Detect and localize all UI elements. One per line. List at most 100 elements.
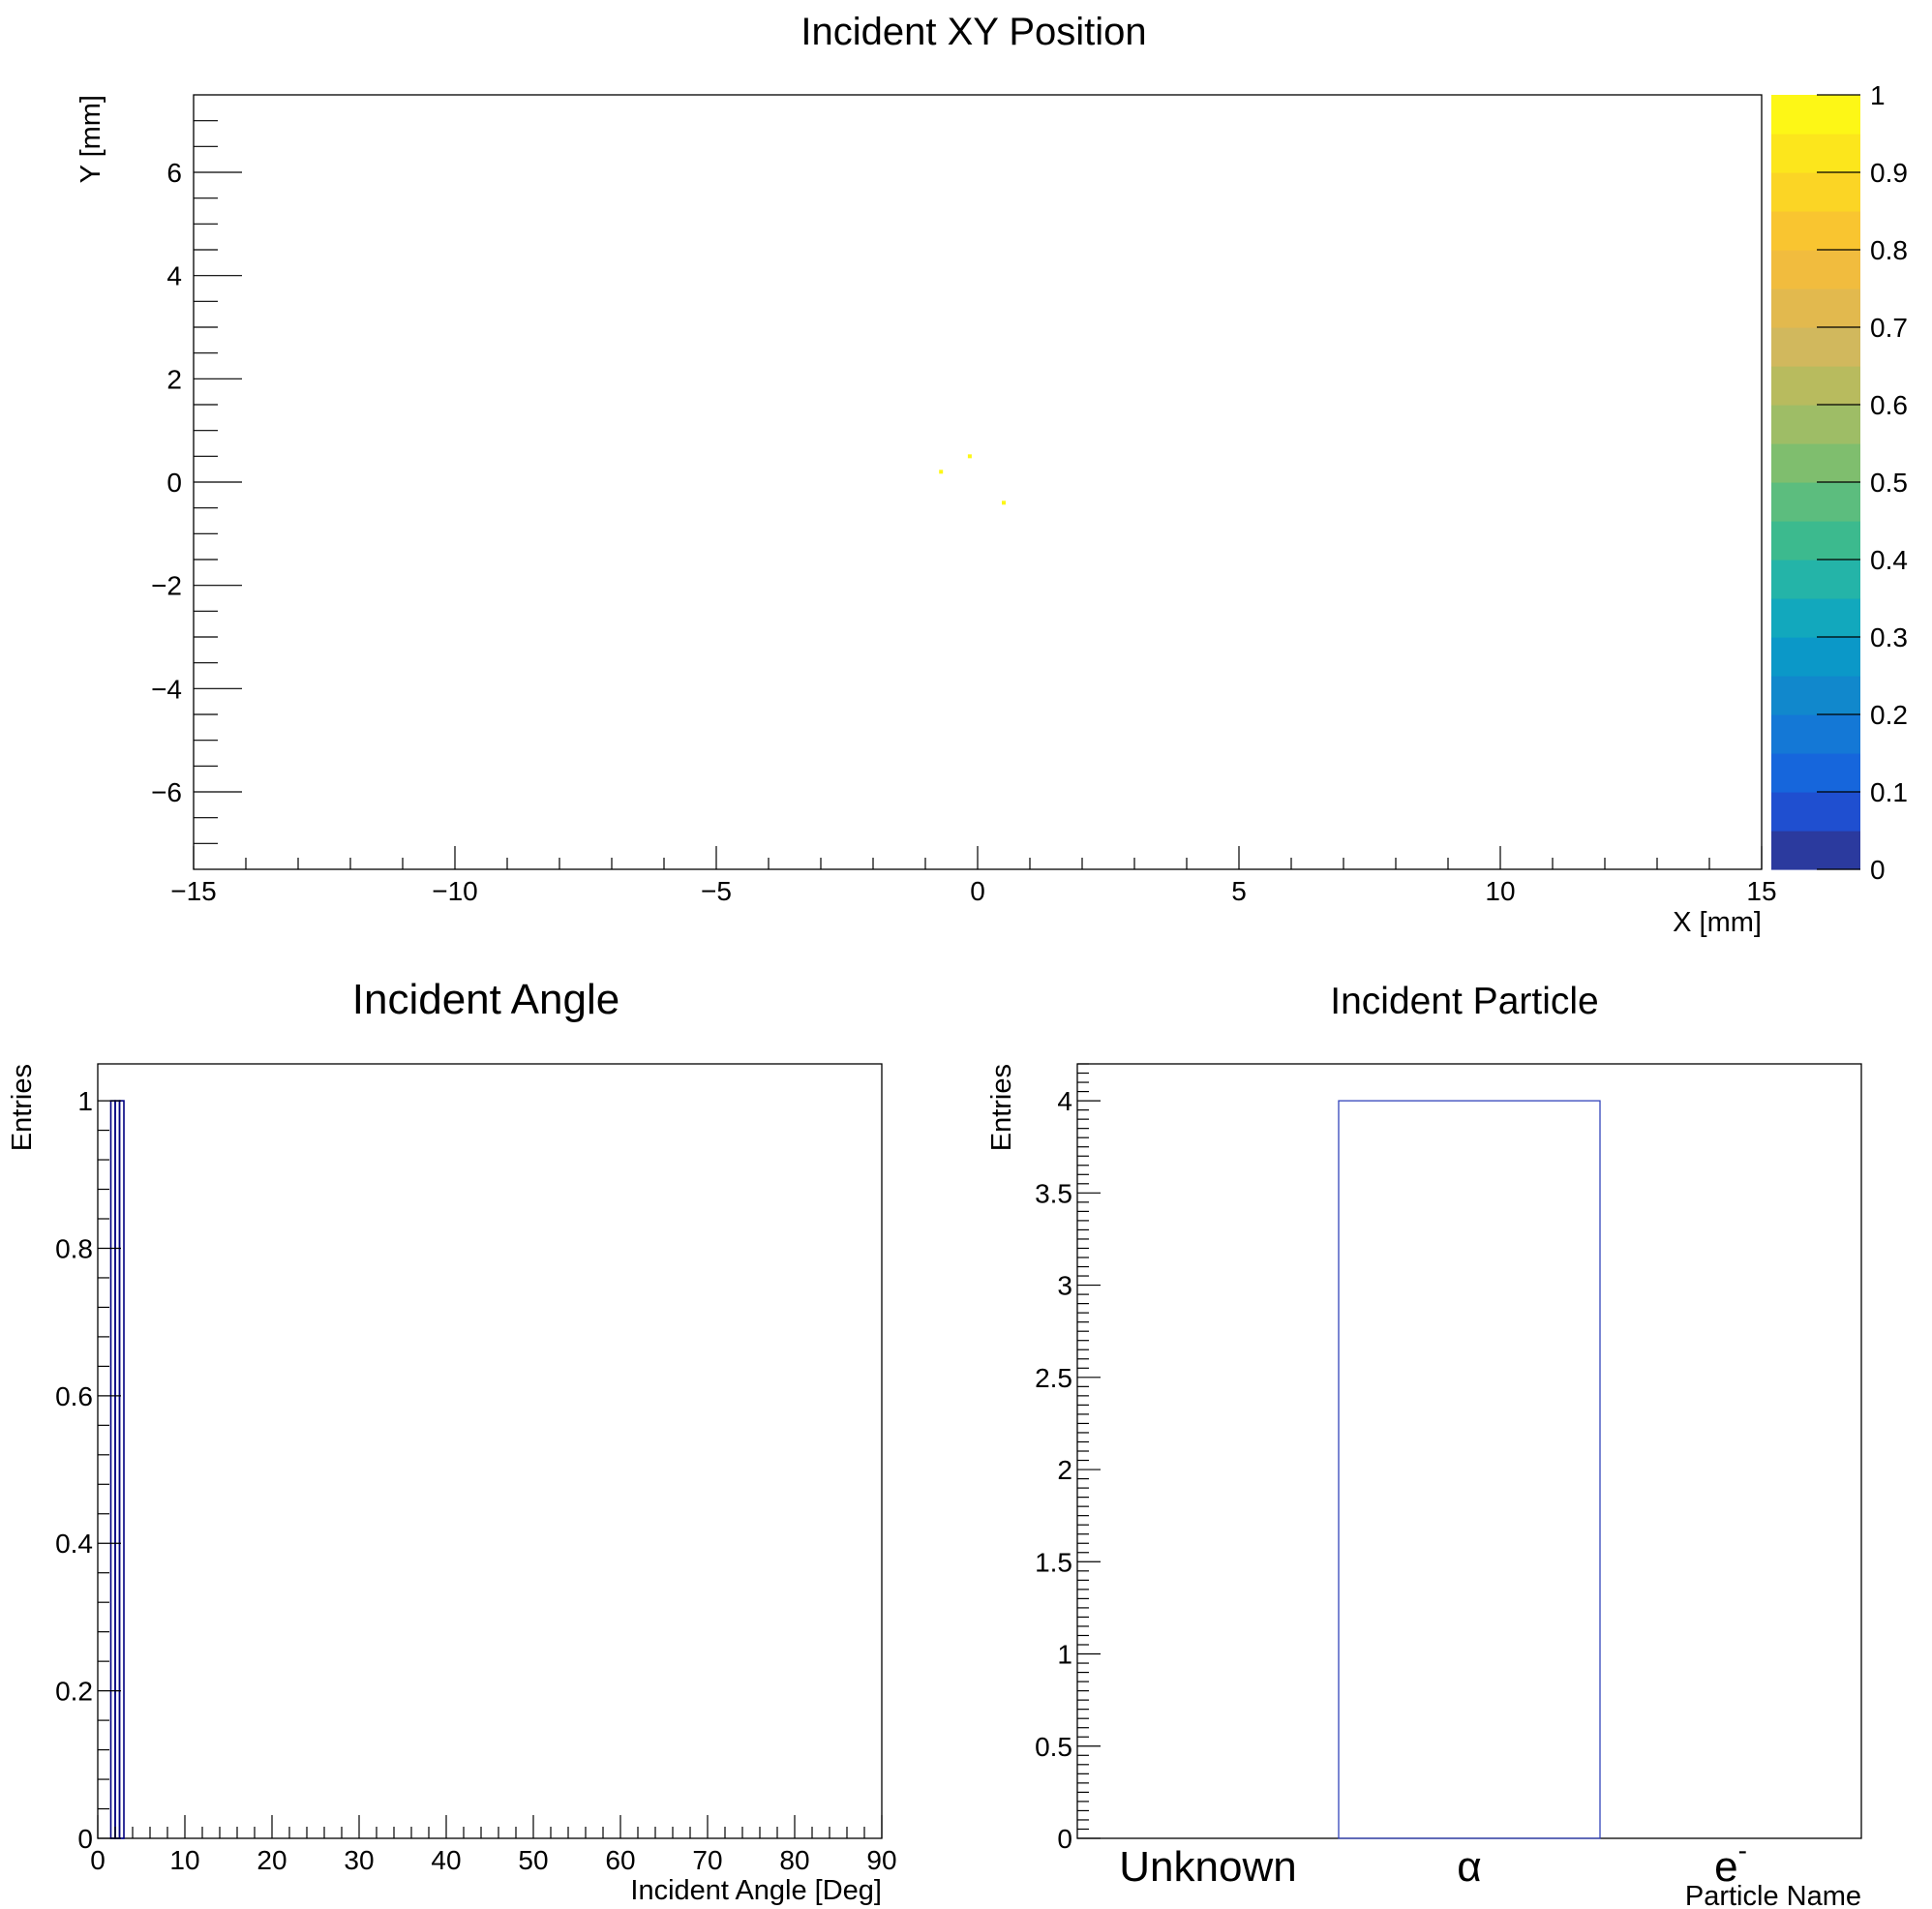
particle-histogram-bin: [1338, 1100, 1601, 1839]
xy-x-tick-label: 10: [1485, 876, 1515, 906]
angle-histogram-bars: [109, 1100, 125, 1839]
xy-y-tick-label: 0: [166, 468, 182, 498]
color-scale-band: [1771, 714, 1860, 754]
particle-y-axis-ticks: 0 0.5 1 1.5 2 2.5 3 3.5 4: [1035, 1063, 1101, 1854]
xy-x-tick-label: −15: [170, 876, 217, 906]
xy-x-tick-label: −10: [432, 876, 478, 906]
color-scale-band: [1771, 598, 1860, 638]
xy-y-tick-label: −2: [151, 571, 182, 601]
color-scale-tick-label: 0.3: [1870, 622, 1908, 652]
color-scale-band: [1771, 560, 1860, 599]
particle-category-label: Unknown: [1119, 1843, 1296, 1891]
incident-angle-panel: Incident Angle 0 10 20 30 40 50 60 70 80 90 00.20…: [7, 976, 897, 1906]
particle-category-labels: Unknown α e-: [1119, 1835, 1747, 1891]
angle-x-axis-ticks: 0 10 20 30 40 50 60 70 80 90: [90, 1815, 897, 1875]
particle-y-tick-label: 2: [1057, 1455, 1072, 1485]
xy-chart-title: Incident XY Position: [800, 11, 1146, 53]
color-scale-band: [1771, 134, 1860, 173]
angle-x-tick-label: 80: [779, 1845, 809, 1875]
xy-y-tick-label: 2: [166, 364, 182, 394]
color-scale-band: [1771, 366, 1860, 406]
color-scale-band: [1771, 95, 1860, 135]
xy-position-panel: Incident XY Position −15 −10 −5 0 5 10 15 −6 −4…: [75, 11, 1908, 938]
particle-y-tick-label: 0.5: [1035, 1732, 1072, 1762]
xy-x-axis-label: X [mm]: [1673, 907, 1762, 938]
incident-particle-panel: Incident Particle Unknown α e- 00.511.522.…: [986, 981, 1862, 1909]
particle-y-tick-label: 3.5: [1035, 1178, 1072, 1208]
angle-x-tick-label: 20: [257, 1845, 287, 1875]
particle-x-axis-label: Particle Name: [1685, 1881, 1861, 1909]
angle-x-tick-label: 30: [344, 1845, 374, 1875]
particle-y-tick-label: 2.5: [1035, 1363, 1072, 1393]
particle-histogram-bars: [1338, 1100, 1601, 1839]
angle-histogram-bin: [118, 1100, 125, 1839]
xy-color-scale-ticks: 0 0.1 0.2 0.3 0.4 0.5 0.6 0.7 0.8 0.9 1: [1817, 80, 1908, 885]
color-scale-tick-label: 0.5: [1870, 468, 1908, 498]
color-scale-tick-label: 0.4: [1870, 545, 1908, 575]
particle-chart-title: Incident Particle: [1330, 981, 1598, 1022]
particle-category-superscript: -: [1738, 1835, 1747, 1865]
angle-x-axis-label: Incident Angle [Deg]: [630, 1875, 882, 1906]
xy-data-bin: [967, 454, 972, 459]
color-scale-band: [1771, 405, 1860, 444]
angle-y-tick-label: 0.2: [55, 1677, 93, 1707]
angle-x-tick-label: 40: [431, 1845, 461, 1875]
angle-y-axis-label: Entries: [7, 1064, 38, 1151]
color-scale-band: [1771, 482, 1860, 522]
xy-x-tick-label: 5: [1231, 876, 1247, 906]
angle-y-tick-label: 0.4: [55, 1529, 93, 1559]
angle-x-tick-label: 10: [169, 1845, 199, 1875]
color-scale-tick-label: 0: [1870, 855, 1886, 885]
xy-data-points: [939, 454, 1006, 505]
color-scale-tick-label: 0.7: [1870, 313, 1908, 343]
angle-x-tick-label: 0: [90, 1845, 106, 1875]
xy-x-tick-label: 0: [970, 876, 985, 906]
angle-x-tick-label: 50: [518, 1845, 548, 1875]
color-scale-band: [1771, 637, 1860, 677]
xy-plot-frame: [193, 94, 1763, 870]
angle-x-tick-label: 90: [866, 1845, 896, 1875]
angle-y-tick-label: 0.6: [55, 1381, 93, 1411]
angle-y-tick-label: 0: [77, 1824, 93, 1854]
xy-data-bin: [1002, 500, 1006, 505]
color-scale-band: [1771, 288, 1860, 328]
xy-y-tick-label: 6: [166, 158, 182, 188]
color-scale-band: [1771, 753, 1860, 793]
angle-x-tick-label: 70: [692, 1845, 722, 1875]
color-scale-band: [1771, 211, 1860, 251]
xy-color-scale: [1771, 95, 1860, 870]
particle-y-tick-label: 1: [1057, 1640, 1072, 1670]
xy-y-tick-label: −4: [151, 674, 182, 704]
angle-y-tick-label: 1: [77, 1086, 93, 1116]
angle-y-axis-ticks: 0 0.2 0.4 0.6 0.8 1: [55, 1086, 121, 1854]
particle-category-label: α: [1457, 1843, 1481, 1891]
color-scale-band: [1771, 172, 1860, 212]
color-scale-band: [1771, 327, 1860, 367]
color-scale-tick-label: 0.6: [1870, 390, 1908, 420]
particle-y-tick-label: 3: [1057, 1271, 1072, 1301]
color-scale-tick-label: 0.9: [1870, 158, 1908, 188]
xy-x-axis-ticks: −15 −10 −5 0 5 10 15: [170, 846, 1777, 906]
color-scale-band: [1771, 831, 1860, 870]
xy-y-tick-label: −6: [151, 777, 182, 807]
color-scale-band: [1771, 521, 1860, 561]
particle-plot-frame: [1076, 1063, 1862, 1839]
angle-y-tick-label: 0.8: [55, 1233, 93, 1263]
xy-x-tick-label: −5: [701, 876, 732, 906]
particle-y-tick-label: 4: [1057, 1086, 1072, 1116]
particle-y-tick-label: 1.5: [1035, 1547, 1072, 1577]
xy-y-axis-label: Y [mm]: [75, 95, 106, 183]
color-scale-band: [1771, 443, 1860, 483]
color-scale-tick-label: 0.1: [1870, 777, 1908, 807]
color-scale-tick-label: 0.8: [1870, 235, 1908, 265]
color-scale-band: [1771, 676, 1860, 715]
xy-data-bin: [939, 470, 944, 474]
xy-x-tick-label: 15: [1746, 876, 1776, 906]
color-scale-tick-label: 0.2: [1870, 700, 1908, 730]
angle-chart-title: Incident Angle: [352, 976, 619, 1023]
angle-plot-frame: [97, 1063, 883, 1839]
angle-x-tick-label: 60: [605, 1845, 635, 1875]
particle-y-axis-label: Entries: [986, 1064, 1017, 1151]
color-scale-band: [1771, 792, 1860, 832]
